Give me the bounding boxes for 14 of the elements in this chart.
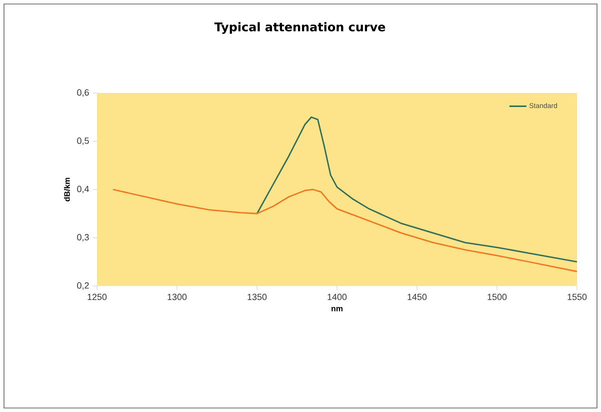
x-tick-label: 1400 — [328, 294, 347, 300]
y-tick-label: 0,3 — [77, 234, 89, 242]
x-tick-label: 1300 — [168, 294, 187, 300]
x-tick-label: 1450 — [408, 294, 427, 300]
y-tick-label: 0,4 — [77, 186, 89, 194]
x-tick-label: 1500 — [488, 294, 507, 300]
y-tick-label: 0,2 — [77, 282, 89, 290]
line-series — [256, 116, 578, 263]
chart-title: Typical attennation curve — [214, 22, 386, 34]
x-tick-label: 1550 — [568, 294, 587, 300]
x-tick-label: 1350 — [248, 294, 267, 300]
y-tick-label: 0,5 — [77, 138, 89, 145]
x-tick-label: 1250 — [88, 294, 107, 300]
y-tick-label: 0,6 — [77, 89, 89, 97]
